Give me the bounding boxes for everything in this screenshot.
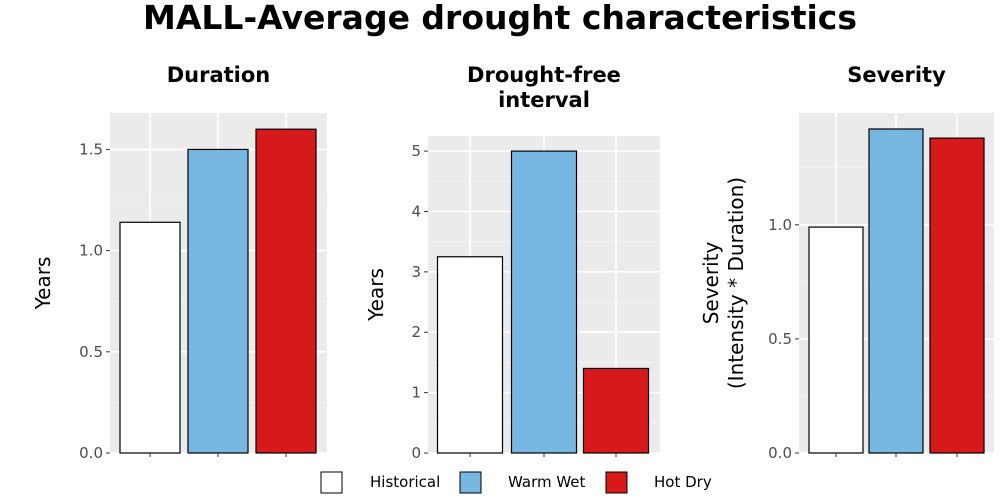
y-tick-label: 4: [411, 202, 421, 220]
legend-label-warm-wet: Warm Wet: [508, 473, 586, 491]
y-tick-label: 0.0: [768, 444, 792, 462]
y-tick-label: 1: [411, 384, 421, 402]
bar-hot-dry: [582, 367, 650, 454]
bar-warm-wet: [868, 128, 924, 454]
bar-historical: [808, 226, 864, 454]
y-tick-label: 0.0: [79, 444, 103, 462]
panel-title: Drought-free interval: [467, 63, 621, 112]
y-axis-label: Years: [31, 257, 55, 311]
y-tick-label: 0: [411, 444, 421, 462]
bar-warm-wet: [187, 148, 249, 454]
bar-hot-dry: [929, 137, 985, 454]
figure-title: MALL-Average drought characteristics: [143, 0, 857, 37]
y-tick-label: 1.0: [79, 242, 103, 260]
legend-swatch-hot-dry: [605, 471, 628, 494]
chart-panels: 0.0 0.5 1.0 1.5 Duration Years 0 1 2 3 4 5 Drought-f…: [31, 63, 994, 462]
panel-3: 0.0 0.5 1.0 Severity Severity(Intensity * Du…: [699, 63, 994, 462]
legend: Historical Warm Wet Hot Dry: [320, 471, 712, 494]
y-tick-label: 0.5: [768, 330, 792, 348]
panel-title: Duration: [167, 63, 271, 87]
bar-historical: [119, 221, 181, 454]
y-tick-label: 3: [411, 263, 421, 281]
y-axis-label: Severity(Intensity * Duration): [699, 177, 748, 389]
legend-swatch-warm-wet: [459, 471, 482, 494]
bar-warm-wet: [510, 150, 578, 454]
panel-title: Severity: [847, 63, 946, 87]
y-tick-label: 1.0: [768, 216, 792, 234]
legend-label-hot-dry: Hot Dry: [654, 473, 712, 491]
y-tick-label: 1.5: [79, 140, 103, 158]
bar-historical: [436, 256, 504, 454]
legend-swatch-historical: [320, 471, 343, 494]
legend-label-historical: Historical: [370, 473, 440, 491]
y-tick-label: 0.5: [79, 343, 103, 361]
bar-hot-dry: [255, 128, 317, 454]
y-tick-label: 2: [411, 323, 421, 341]
panel-1: 0.0 0.5 1.0 1.5 Duration Years: [31, 63, 327, 462]
y-tick-label: 5: [411, 142, 421, 160]
y-axis-label: Years: [364, 268, 388, 322]
panel-2: 0 1 2 3 4 5 Drought-free interval Years: [364, 63, 660, 462]
